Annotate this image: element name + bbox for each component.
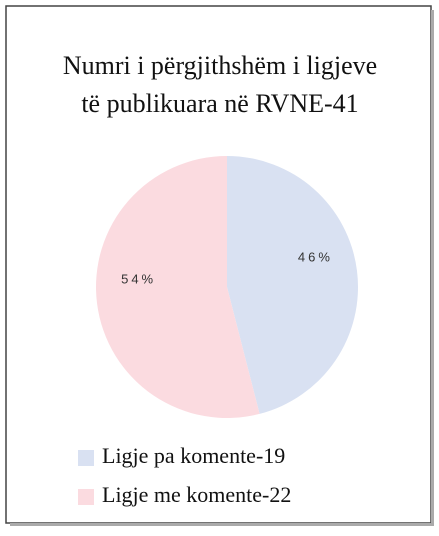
legend-swatch [78, 489, 94, 505]
legend-swatch [78, 450, 94, 466]
chart-title: të publikuara në RVNE-41 [81, 89, 358, 118]
legend-label: Ligje pa komente-19 [102, 443, 285, 468]
shadow [431, 10, 434, 525]
pie-slice [96, 156, 260, 418]
shadow [10, 523, 434, 526]
pie-slice [227, 156, 359, 414]
data-label: 46% [298, 249, 333, 264]
legend-label: Ligje me komente-22 [102, 482, 291, 507]
chart-title: Numri i përgjithshëm i ligjeve [63, 51, 377, 80]
data-label: 54% [121, 272, 156, 287]
